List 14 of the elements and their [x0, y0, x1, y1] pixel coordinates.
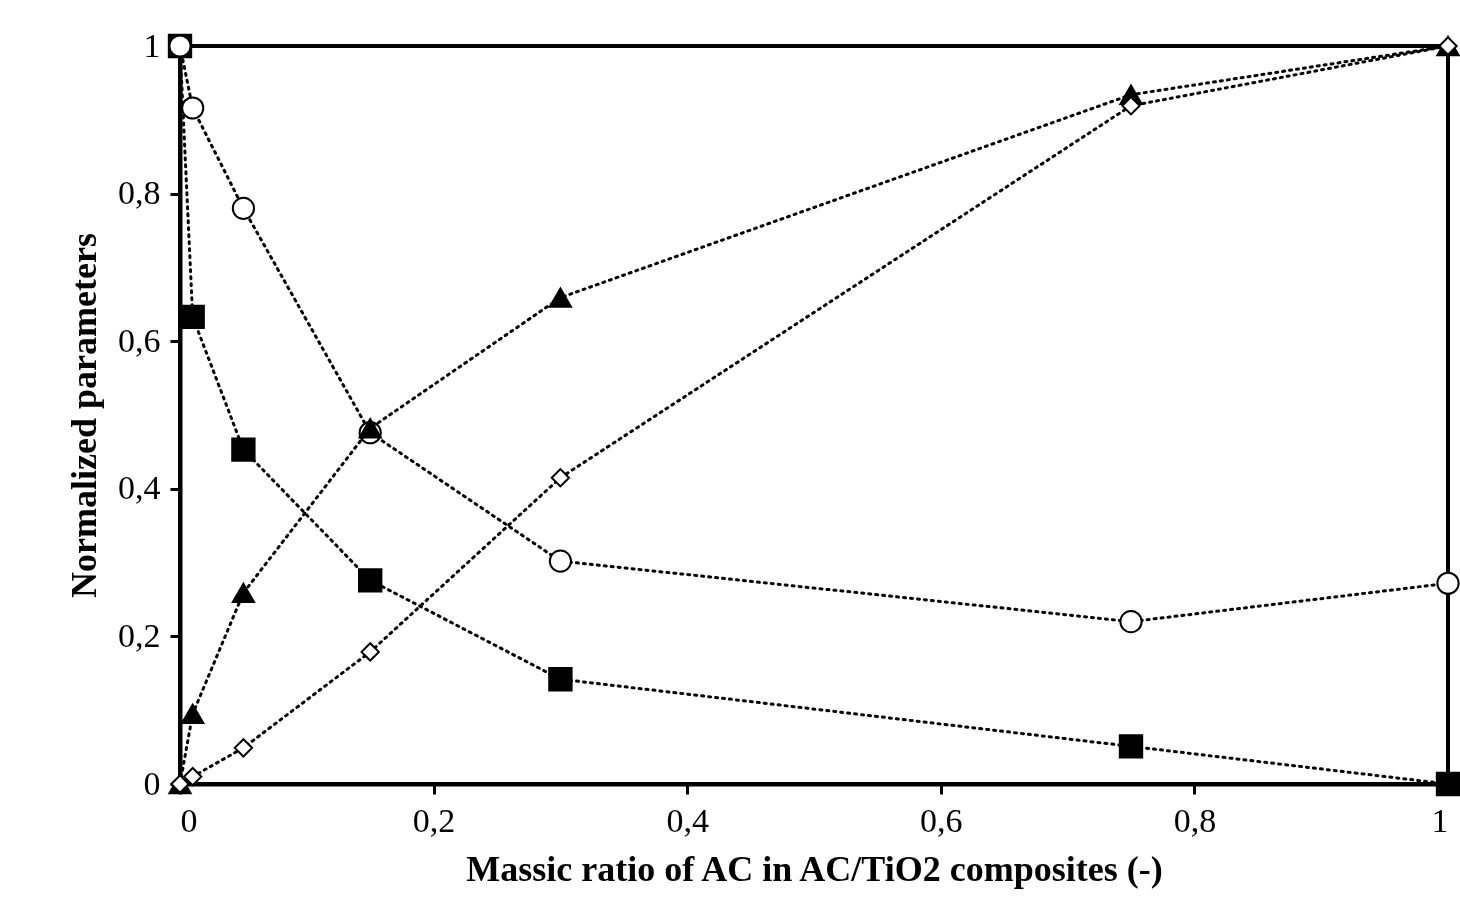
x-tick-label: 0,6: [920, 801, 963, 839]
y-tick-label: 0,4: [118, 469, 161, 507]
x-axis-title: Massic ratio of AC in AC/TiO2 composites (-): [466, 848, 1163, 889]
x-tick-label: 0,8: [1173, 801, 1217, 839]
x-tick-label: 0,4: [666, 801, 709, 839]
x-tick-label: 0,2: [412, 801, 456, 839]
y-tick-label: 1: [143, 26, 161, 64]
y-tick-label: 0,6: [118, 321, 161, 359]
y-tick-label: 0: [143, 764, 161, 802]
x-tick-label: 0: [180, 801, 198, 839]
y-axis-title: Normalized parameters: [64, 233, 104, 598]
y-tick-label: 0,2: [118, 616, 161, 654]
y-tick-label: 0,8: [118, 174, 161, 212]
x-tick-label: 1: [1431, 801, 1449, 839]
